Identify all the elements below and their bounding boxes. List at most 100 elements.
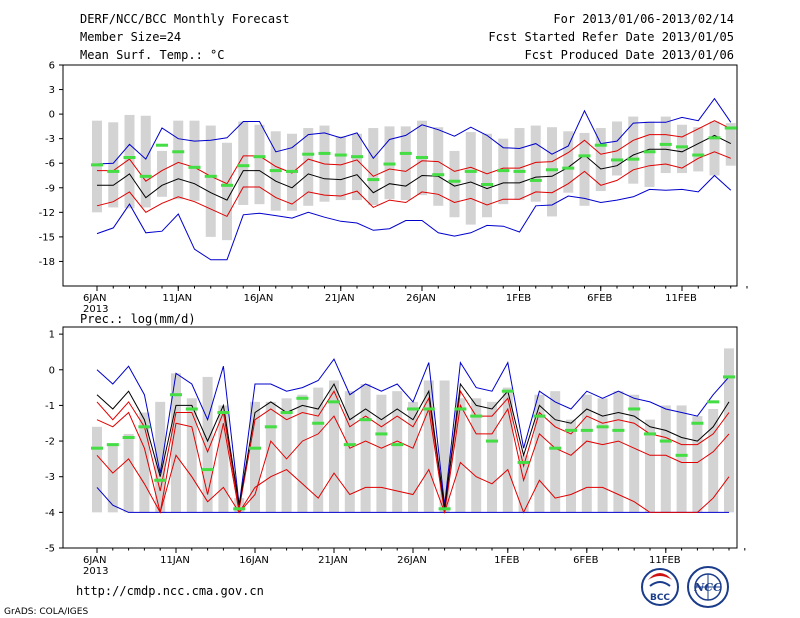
ensemble-mean-line: [96, 382, 730, 509]
spread-bar: [612, 121, 622, 176]
spread-bar: [218, 405, 229, 513]
green-marker: [375, 432, 388, 436]
green-marker: [562, 166, 575, 170]
spread-bar: [547, 127, 557, 217]
green-marker: [596, 425, 609, 429]
spread-bar: [250, 401, 260, 513]
spread-bar: [629, 394, 640, 513]
variable-label: Mean Surf. Temp.: °C: [80, 48, 225, 62]
green-marker: [264, 425, 277, 429]
spread-bar: [335, 136, 346, 201]
green-marker: [481, 183, 493, 187]
green-marker: [565, 428, 577, 432]
green-marker: [594, 143, 607, 147]
upper-outer-line: [96, 358, 730, 506]
spread-bar: [692, 416, 703, 513]
green-marker: [723, 375, 735, 379]
y-tick-label: 6: [49, 61, 55, 72]
spread-bar: [563, 131, 574, 193]
y-tick-label: 0: [49, 365, 55, 376]
spread-bar: [157, 150, 167, 197]
forecast-period: For 2013/01/06-2013/02/14: [553, 12, 734, 26]
spread-bar: [660, 405, 671, 513]
spread-bar: [392, 391, 403, 513]
bcc-logo-wave: [649, 581, 671, 587]
green-marker: [351, 155, 363, 159]
spread-bar: [534, 394, 545, 513]
green-marker: [407, 407, 419, 411]
y-tick-label: 3: [49, 85, 55, 96]
y-tick-label: -15: [39, 232, 55, 243]
green-marker: [328, 400, 340, 404]
spread-bar: [155, 401, 166, 513]
green-marker: [170, 393, 182, 397]
spread-bar: [439, 380, 450, 513]
green-marker: [343, 443, 356, 447]
spread-bar: [724, 348, 734, 513]
spread-bar: [408, 401, 418, 513]
green-marker: [318, 151, 331, 155]
green-marker: [217, 411, 230, 415]
x-tick-label: 11FEB: [665, 293, 697, 304]
x-tick-label: 6FEB: [573, 555, 598, 566]
green-marker: [296, 396, 309, 400]
spread-bar: [423, 380, 434, 513]
green-marker: [497, 169, 510, 173]
spread-bar: [265, 401, 276, 513]
green-marker: [513, 169, 526, 173]
spread-bar: [281, 398, 292, 513]
ncc-logo-text: NCC: [693, 581, 722, 594]
spread-bar: [433, 127, 444, 206]
green-marker: [269, 169, 282, 173]
green-marker: [432, 173, 445, 177]
spread-bar: [645, 419, 655, 513]
start-date: Fcst Started Refer Date 2013/01/05: [488, 30, 734, 44]
x-tick-label: 21JAN: [325, 293, 355, 304]
spread-bar: [376, 394, 387, 513]
green-marker: [312, 421, 325, 425]
x-tick-label: 11JAN: [162, 293, 192, 304]
green-marker: [529, 178, 542, 182]
spread-bar: [360, 384, 371, 513]
spread-bar: [140, 115, 151, 208]
green-marker: [691, 421, 704, 425]
green-marker: [139, 174, 152, 178]
spread-bar: [92, 426, 102, 513]
green-marker: [391, 443, 404, 447]
green-marker: [286, 169, 298, 173]
y-tick-label: -4: [45, 508, 55, 519]
spread-bar: [597, 398, 608, 513]
green-marker: [692, 153, 705, 157]
spread-bar: [297, 394, 308, 513]
lower-outer-line: [96, 174, 732, 261]
green-marker: [464, 169, 477, 173]
spread-bar: [566, 419, 576, 513]
spread-bar: [644, 121, 655, 187]
y-tick-label: -2: [45, 437, 55, 448]
y-tick-label: -5: [45, 544, 55, 555]
spread-bar: [202, 376, 213, 513]
produced-date: Fcst Produced Date 2013/01/06: [524, 48, 734, 62]
spread-bar: [482, 133, 492, 218]
x-tick-label: 1FEB: [506, 293, 531, 304]
bcc-logo-text: BCC: [650, 593, 670, 603]
bcc-logo-flame: [648, 573, 672, 580]
y-tick-label: -12: [39, 208, 55, 219]
y-tick-label: -6: [45, 159, 55, 170]
spread-bar: [222, 142, 232, 241]
x-tick-label: 11FEB: [649, 555, 681, 566]
green-marker: [612, 428, 625, 432]
grads-credit: GrADS: COLA/IGES: [4, 607, 88, 617]
spread-bar: [550, 391, 561, 513]
green-marker: [580, 428, 593, 432]
lower-red-line: [96, 454, 730, 514]
green-marker: [221, 183, 233, 187]
green-marker: [249, 446, 261, 450]
green-marker: [122, 436, 135, 439]
green-marker: [644, 432, 656, 436]
ensemble-mean-line: [97, 134, 732, 201]
spread-bar: [455, 398, 466, 513]
